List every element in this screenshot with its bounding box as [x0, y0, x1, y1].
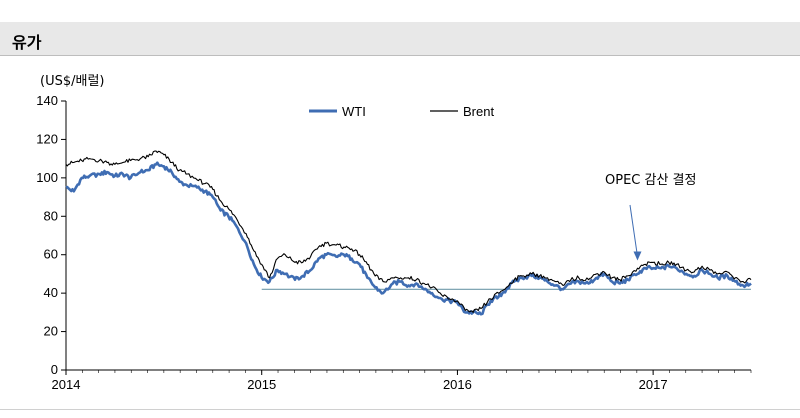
y-tick-label: 100 [36, 170, 58, 185]
y-tick-label: 60 [44, 247, 58, 262]
x-tick-label: 2016 [443, 377, 472, 392]
legend-label-wti: WTI [342, 104, 366, 119]
x-tick-label: 2015 [247, 377, 276, 392]
annotation-arrow-head [633, 251, 642, 261]
legend: WTI Brent [309, 104, 494, 119]
x-tick-label: 2017 [639, 377, 668, 392]
x-tick-label: 2014 [52, 377, 81, 392]
chart-title: 유가 [12, 33, 42, 52]
y-tick-label: 140 [36, 93, 58, 108]
series-layer [65, 150, 752, 316]
annotation-label: OPEC 감산 결정 [605, 173, 696, 188]
annotation: OPEC 감산 결정 [605, 173, 696, 261]
y-tick-label: 80 [44, 208, 58, 223]
title-bar: 유가 [0, 22, 800, 56]
legend-label-brent: Brent [463, 104, 494, 119]
series-line-wti [65, 161, 752, 316]
y-tick-label: 120 [36, 131, 58, 146]
y-tick-label: 40 [44, 285, 58, 300]
y-tick-label: 0 [51, 362, 58, 377]
footer-divider [0, 409, 800, 418]
y-tick-label: 20 [44, 324, 58, 339]
axes: 0 20 40 60 80 100 120 140 2014 2015 2016 2017 [36, 93, 752, 392]
y-axis-unit-label: (US$/배럴) [40, 74, 105, 89]
series-line-brent [65, 150, 752, 313]
annotation-arrow-line [629, 204, 638, 257]
